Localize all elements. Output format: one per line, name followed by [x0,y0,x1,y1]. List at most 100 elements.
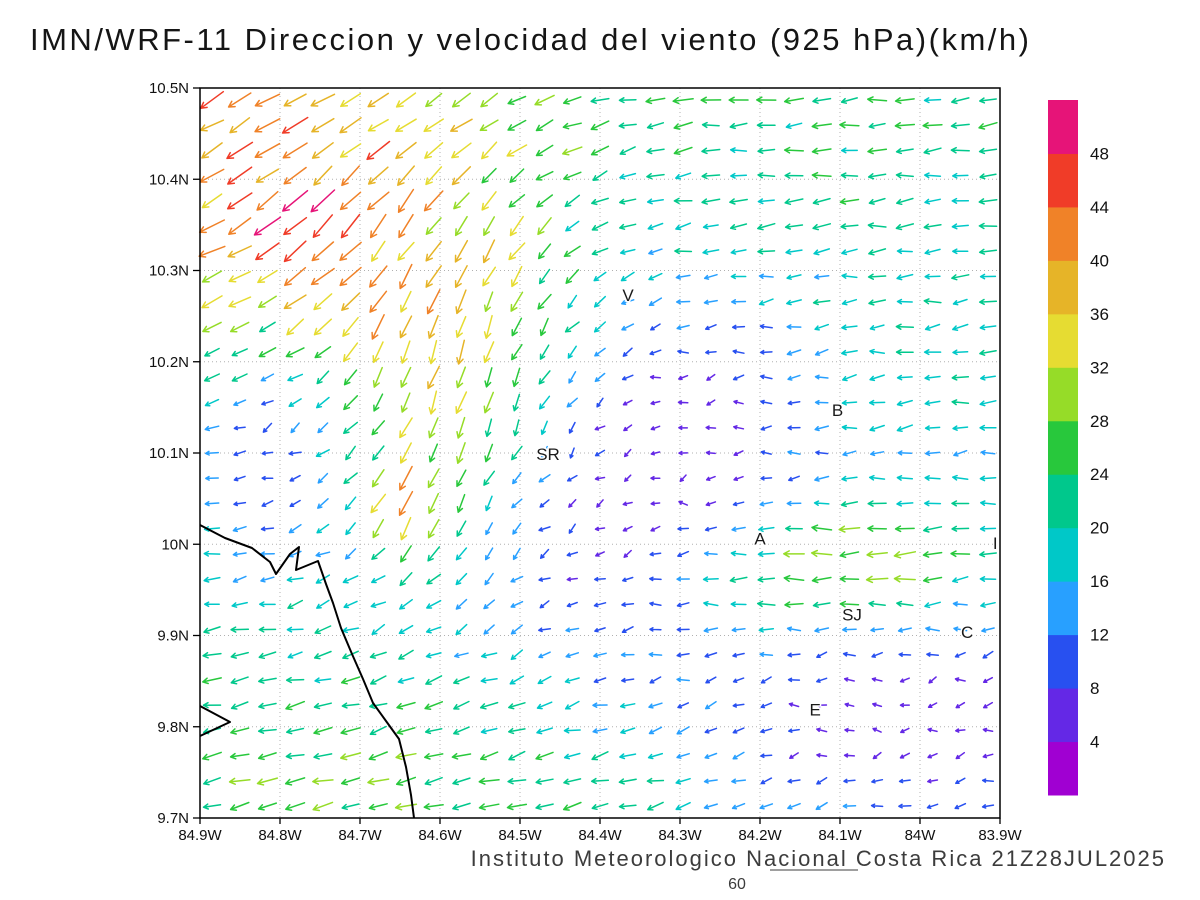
wind-arrow [456,469,467,488]
wind-arrow [425,166,443,186]
wind-arrow [509,168,525,183]
wind-arrow [733,475,744,482]
wind-arrow [701,147,721,155]
wind-arrow [619,703,636,709]
wind-arrow [590,97,610,104]
wind-arrow [621,299,635,306]
wind-arrow [673,146,693,156]
wind-arrow [423,190,444,212]
x-tick-label: 84.1W [818,827,862,844]
wind-arrow [451,142,472,159]
wind-arrow [568,498,577,508]
wind-arrow [369,213,387,239]
wind-arrow [230,676,249,685]
y-tick-label: 10.1N [149,445,189,462]
wind-arrow [757,222,776,231]
wind-arrow [979,324,997,331]
y-tick-label: 9.8N [157,719,189,736]
wind-arrow [951,500,970,507]
wind-arrow [622,501,633,507]
wind-arrow [621,374,634,381]
wind-arrow [507,95,527,105]
wind-arrow [899,677,910,683]
wind-arrow [926,652,940,657]
wind-arrow [257,295,277,308]
colorbar-label: 24 [1090,465,1109,484]
wind-arrow [369,702,388,710]
wind-arrow [870,450,885,457]
wind-arrow [841,349,858,356]
wind-arrow [623,424,633,432]
wind-arrow [868,299,887,306]
wind-arrow [731,526,746,532]
wind-arrow [424,142,444,159]
wind-arrow [622,576,634,583]
wind-arrow [283,216,308,236]
wind-arrow [979,97,997,104]
wind-arrow [456,520,467,537]
wind-arrow [676,576,690,582]
wind-arrow [424,701,444,710]
wind-arrow [508,750,526,761]
wind-arrow [287,599,304,609]
wind-arrow [539,344,550,360]
wind-arrow [646,198,664,205]
wind-arrow [232,551,247,557]
wind-arrow [426,599,442,609]
wind-arrow [314,625,332,635]
wind-arrow [839,121,860,129]
wind-arrow [311,142,334,159]
wind-arrow [704,324,717,331]
wind-arrow [371,547,386,560]
colorbar-band [1048,474,1078,529]
wind-arrow [593,677,607,684]
wind-arrow [787,400,801,406]
wind-arrow [706,399,716,406]
wind-arrow [283,93,307,107]
wind-arrow [759,349,773,355]
wind-arrow [619,146,636,156]
wind-arrow [814,425,830,432]
wind-arrow [703,600,719,607]
wind-arrow [564,194,581,208]
wind-arrow [871,677,883,682]
wind-arrow [288,398,302,407]
wind-arrow [204,425,220,432]
wind-arrow [840,172,859,179]
wind-arrow [705,475,716,481]
colorbar-label: 8 [1090,679,1099,698]
wind-arrow [868,474,886,481]
wind-arrow [367,92,390,108]
wind-arrow [538,577,551,582]
wind-arrow [648,297,663,307]
wind-arrow [842,626,857,633]
wind-arrow [315,396,330,409]
wind-arrow [924,425,941,431]
colorbar-label: 28 [1090,412,1109,431]
wind-arrow [872,727,882,733]
wind-arrow [341,803,360,811]
wind-arrow [673,121,693,130]
wind-arrow [729,147,748,154]
wind-arrow [788,728,800,733]
wind-arrow [539,548,550,559]
frame-number: 60 [728,876,746,893]
wind-arrow [646,147,665,155]
wind-arrow [399,516,412,541]
colorbar-band [1048,741,1078,796]
caption: Instituto Meteorologico Nacional Costa R… [471,846,1166,871]
wind-arrow [648,272,663,281]
wind-arrow [232,575,247,583]
wind-arrow [619,248,636,255]
wind-arrow [759,374,773,380]
wind-arrow [760,728,773,734]
wind-arrow [701,198,721,205]
wind-arrow [199,90,225,110]
wind-arrow [760,753,773,759]
wind-arrow [568,523,576,534]
wind-arrow [675,172,692,180]
wind-arrow [733,425,745,430]
colorbar-label: 40 [1090,251,1109,270]
wind-arrow [508,194,526,208]
